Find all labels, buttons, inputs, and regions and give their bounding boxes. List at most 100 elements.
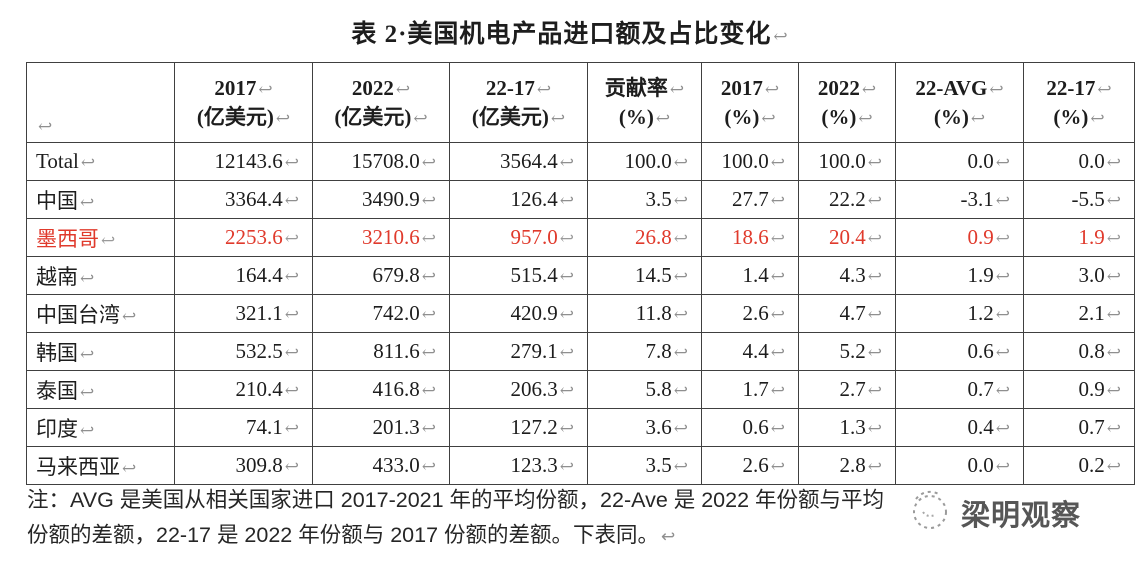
cell-end-mark: ↩ [995,305,1010,324]
value-cell: 14.5 ↩ [587,256,702,295]
cell-end-mark: ↩ [122,306,137,326]
value-cell: 3.5 ↩ [587,446,702,485]
cell-end-mark: ↩ [1106,457,1121,476]
cell-end-mark: ↩ [258,80,273,100]
table-row: 中国台湾 ↩ 321.1 ↩ 742.0 ↩ 420.9 ↩ 11.8 ↩ 2.6 ↩ 4.7 ↩ 1.2 ↩… [26,294,1135,333]
cell-end-mark: ↩ [995,191,1010,210]
cell-end-mark: ↩ [669,80,685,100]
cell-end-mark: ↩ [867,419,882,438]
value-cell: 3.6 ↩ [587,408,702,447]
cell-end-mark: ↩ [559,305,574,324]
cell-end-mark: ↩ [80,344,95,364]
cell-end-mark: ↩ [867,267,882,286]
row-label: 韩国 ↩ [26,332,175,371]
cell-end-mark: ↩ [770,229,785,248]
footnote: 注：AVG 是美国从相关国家进口 2017-2021 年的平均份额，22-Ave… [27,483,1117,554]
value-cell: 3.5 ↩ [587,180,702,219]
cell-end-mark: ↩ [1106,419,1121,438]
cell-end-mark: ↩ [1106,191,1121,210]
table-body: Total ↩ 12143.6 ↩ 15708.0 ↩ 3564.4 ↩ 100.0 ↩ 100.0… [26,142,1135,485]
value-cell: 1.9 ↩ [1023,218,1135,257]
cell-end-mark: ↩ [1106,267,1121,286]
cell-end-mark: ↩ [995,381,1010,400]
value-cell: 1.3 ↩ [798,408,896,447]
cell-end-mark: ↩ [673,343,688,362]
value-cell: 11.8 ↩ [587,294,702,333]
value-cell: 420.9 ↩ [449,294,588,333]
cell-end-mark: ↩ [80,153,96,172]
column-header: 2022 ↩ (%) ↩ [798,62,896,143]
row-label: 墨西哥 ↩ [26,218,175,257]
value-cell: 321.1 ↩ [174,294,313,333]
value-cell: 4.4 ↩ [701,332,799,371]
value-cell: 164.4 ↩ [174,256,313,295]
cell-end-mark: ↩ [867,153,882,172]
value-cell: 2.8 ↩ [798,446,896,485]
cell-end-mark: ↩ [770,153,785,172]
cell-end-mark: ↩ [1106,305,1121,324]
value-cell: 210.4 ↩ [174,370,313,409]
value-cell: 74.1 ↩ [174,408,313,447]
cell-end-mark: ↩ [80,192,95,212]
value-cell: 5.8 ↩ [587,370,702,409]
value-cell: -5.5 ↩ [1023,180,1135,219]
cell-end-mark: ↩ [550,108,566,128]
cell-end-mark: ↩ [284,381,299,400]
cell-end-mark: ↩ [764,80,780,100]
cell-end-mark: ↩ [867,381,882,400]
value-cell: 0.6 ↩ [895,332,1024,371]
cell-end-mark: ↩ [284,153,299,172]
value-cell: 126.4 ↩ [449,180,588,219]
cell-end-mark: ↩ [673,153,688,172]
value-cell: 2.1 ↩ [1023,294,1135,333]
row-label: 印度 ↩ [26,408,175,447]
column-header: 贡献率 ↩ (%) ↩ [587,62,702,143]
value-cell: 0.7 ↩ [895,370,1024,409]
cell-end-mark: ↩ [1097,80,1112,100]
cell-end-mark: ↩ [867,305,882,324]
paragraph-mark: ↩ [661,527,676,546]
cell-end-mark: ↩ [995,229,1010,248]
cell-end-mark: ↩ [559,191,574,210]
value-cell: 957.0 ↩ [449,218,588,257]
value-cell: 279.1 ↩ [449,332,588,371]
cell-end-mark: ↩ [673,229,688,248]
value-cell: 26.8 ↩ [587,218,702,257]
cell-end-mark: ↩ [770,305,785,324]
cell-end-mark: ↩ [858,108,873,128]
cell-end-mark: ↩ [995,419,1010,438]
table-row: 中国 ↩ 3364.4 ↩ 3490.9 ↩ 126.4 ↩ 3.5 ↩ 27.7 ↩ 22.2 ↩ -3.… [26,180,1135,219]
column-header: 22-17 ↩ (%) ↩ [1023,62,1135,143]
value-cell: 1.9 ↩ [895,256,1024,295]
value-cell: 1.7 ↩ [701,370,799,409]
value-cell: 0.7 ↩ [1023,408,1135,447]
cell-end-mark: ↩ [761,108,776,128]
value-cell: 18.6 ↩ [701,218,799,257]
value-cell: 100.0 ↩ [701,142,799,181]
cell-end-mark: ↩ [1106,343,1121,362]
value-cell: 127.2 ↩ [449,408,588,447]
cell-end-mark: ↩ [421,229,436,248]
value-cell: 2.6 ↩ [701,294,799,333]
cell-end-mark: ↩ [284,457,299,476]
cell-end-mark: ↩ [284,191,299,210]
cell-end-mark: ↩ [995,153,1010,172]
cell-end-mark: ↩ [421,457,436,476]
cell-end-mark: ↩ [1106,381,1121,400]
value-cell: 123.3 ↩ [449,446,588,485]
value-cell: 0.2 ↩ [1023,446,1135,485]
cell-end-mark: ↩ [995,343,1010,362]
value-cell: 3490.9 ↩ [312,180,450,219]
cell-end-mark: ↩ [989,80,1004,100]
value-cell: 679.8 ↩ [312,256,450,295]
cell-end-mark: ↩ [770,381,785,400]
value-cell: 0.9 ↩ [1023,370,1135,409]
table-row: 越南 ↩ 164.4 ↩ 679.8 ↩ 515.4 ↩ 14.5 ↩ 1.4 ↩ 4.3 ↩ 1.9 ↩ 3.… [26,256,1135,295]
cell-end-mark: ↩ [421,381,436,400]
value-cell: 100.0 ↩ [798,142,896,181]
value-cell: 811.6 ↩ [312,332,450,371]
table-row: 泰国 ↩ 210.4 ↩ 416.8 ↩ 206.3 ↩ 5.8 ↩ 1.7 ↩ 2.7 ↩ 0.7 ↩ 0.9… [26,370,1135,409]
value-cell: 416.8 ↩ [312,370,450,409]
value-cell: 201.3 ↩ [312,408,450,447]
table-title: 表 2·美国机电产品进口额及占比变化 ↩ [351,21,789,48]
